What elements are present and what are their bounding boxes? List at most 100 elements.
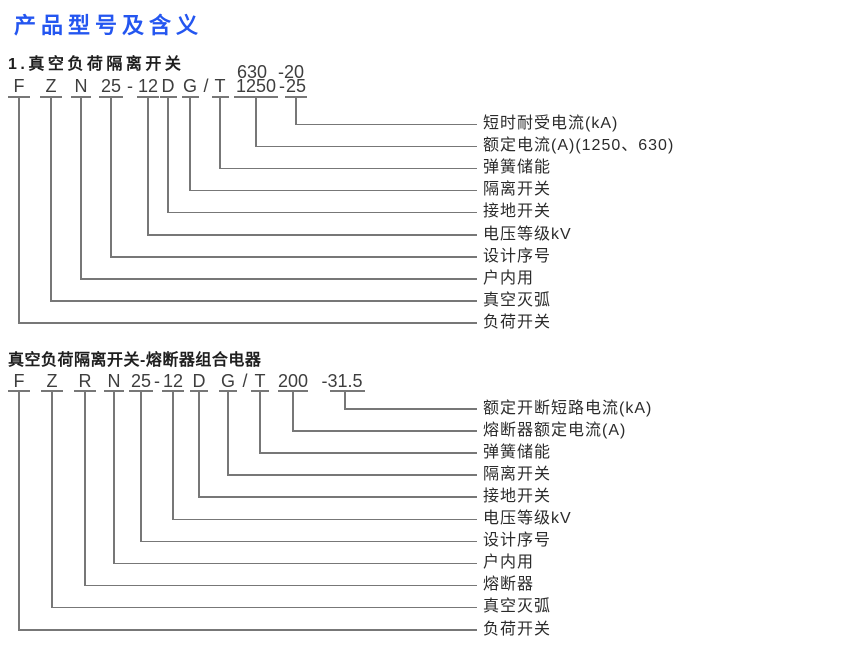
code-underline	[41, 390, 63, 392]
code-part: Z	[45, 76, 57, 96]
code-part: F	[13, 76, 25, 96]
code-part: T	[254, 371, 266, 391]
code-underline	[8, 96, 30, 98]
code-part: 12	[137, 76, 159, 96]
leader-hline	[190, 189, 477, 192]
code-part: 12	[162, 371, 184, 391]
code-underline	[99, 96, 123, 98]
code-part: N	[74, 76, 88, 96]
leader-hline	[19, 629, 477, 631]
leader-hline	[148, 234, 477, 236]
leader-vline	[110, 98, 112, 258]
code-label: 户内用	[483, 269, 535, 287]
leader-vline	[18, 98, 20, 324]
code-underline	[190, 390, 208, 392]
code-part: 1250	[235, 76, 277, 96]
code-part: G	[220, 371, 236, 391]
code-underline	[40, 96, 62, 98]
leader-vline	[167, 98, 169, 214]
code-underline	[181, 96, 199, 98]
code-underline	[137, 96, 159, 98]
code-part: /	[203, 76, 209, 96]
code-label: 熔断器额定电流(A)	[483, 421, 627, 439]
code-underline	[159, 96, 177, 98]
code-label: 额定电流(A)(1250、630)	[483, 137, 675, 155]
code-label: 电压等级kV	[483, 225, 572, 243]
code-part: 630	[236, 62, 268, 82]
leader-vline	[198, 392, 200, 498]
leader-vline	[51, 392, 53, 609]
code-label: 额定开断短路电流(kA)	[483, 399, 653, 417]
leader-hline	[228, 474, 477, 476]
leader-vline	[227, 392, 229, 476]
code-label: 弹簧储能	[483, 443, 552, 461]
code-underline	[71, 96, 91, 98]
leader-vline	[18, 392, 20, 631]
leader-vline	[219, 98, 221, 170]
leader-hline	[345, 408, 477, 410]
code-part: R	[78, 371, 92, 391]
code-label: 户内用	[483, 554, 535, 572]
code-part: -20	[277, 62, 305, 82]
code-part: -	[154, 371, 160, 391]
leader-vline	[344, 392, 346, 410]
leader-vline	[140, 392, 142, 543]
code-underline	[329, 390, 365, 392]
code-label: 隔离开关	[483, 465, 552, 483]
code-underline	[234, 96, 278, 98]
code-label: 负荷开关	[483, 313, 552, 331]
leader-hline	[260, 452, 477, 454]
code-label: 接地开关	[483, 487, 552, 505]
code-part: T	[214, 76, 226, 96]
leader-hline	[85, 584, 477, 587]
leader-hline	[51, 300, 477, 302]
diagram-heading: 真空负荷隔离开关-熔断器组合电器	[8, 352, 262, 369]
code-label: 真空灭弧	[483, 598, 552, 616]
code-part: D	[161, 76, 175, 96]
leader-vline	[50, 98, 52, 302]
leader-vline	[80, 98, 82, 280]
code-underline	[285, 96, 307, 98]
leader-vline	[172, 392, 174, 520]
code-part: 25	[100, 76, 122, 96]
leader-hline	[296, 123, 477, 125]
leader-hline	[114, 562, 477, 565]
code-underline	[129, 390, 153, 392]
code-underline	[278, 390, 308, 392]
leader-vline	[292, 392, 294, 432]
code-label: 熔断器	[483, 576, 535, 594]
code-part: 200	[277, 371, 309, 391]
leader-vline	[84, 392, 86, 587]
code-part: /	[242, 371, 248, 391]
code-label: 设计序号	[483, 532, 552, 550]
code-part: 25	[285, 76, 307, 96]
code-underline	[162, 390, 184, 392]
code-part: -	[279, 76, 285, 96]
code-label: 真空灭弧	[483, 291, 552, 309]
code-label: 隔离开关	[483, 181, 552, 199]
diagram-heading: 1.真空负荷隔离开关	[8, 56, 185, 73]
code-underline	[104, 390, 124, 392]
leader-vline	[259, 392, 261, 454]
code-part: D	[192, 371, 206, 391]
code-underline	[211, 96, 229, 98]
code-part: -31.5	[321, 371, 363, 391]
leader-hline	[199, 496, 477, 498]
page-title: 产品型号及含义	[14, 13, 204, 38]
code-part: Z	[46, 371, 58, 391]
leader-hline	[256, 145, 477, 148]
leader-hline	[220, 167, 477, 170]
code-part: 25	[130, 371, 152, 391]
leader-hline	[173, 518, 477, 520]
code-label: 短时耐受电流(kA)	[483, 115, 619, 132]
leader-hline	[81, 278, 477, 280]
code-part: N	[107, 371, 121, 391]
code-label: 弹簧储能	[483, 159, 552, 177]
code-part: F	[13, 371, 25, 391]
leader-vline	[255, 98, 257, 148]
code-label: 设计序号	[483, 247, 552, 265]
leader-vline	[189, 98, 191, 192]
leader-vline	[113, 392, 115, 565]
